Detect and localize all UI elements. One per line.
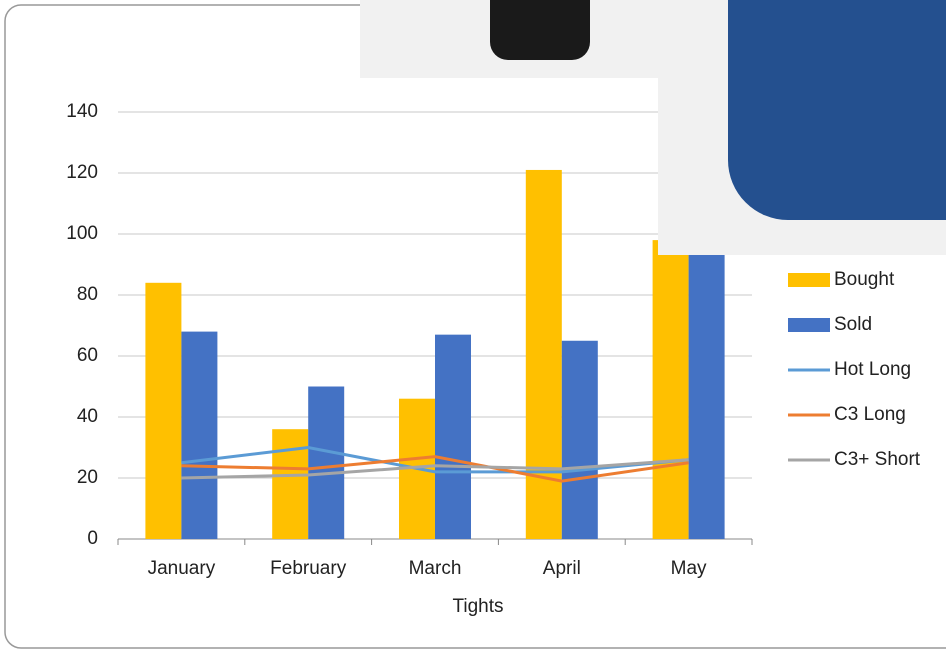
x-axis-title: Tights (452, 596, 503, 617)
x-tick-label: January (148, 558, 216, 579)
legend-label: Hot Long (834, 359, 911, 380)
shorts (490, 0, 590, 60)
y-tick-label: 140 (66, 101, 98, 122)
bar (145, 283, 181, 539)
legend-label: C3 Long (834, 404, 906, 425)
x-tick-label: April (543, 558, 581, 579)
y-tick-label: 20 (77, 467, 98, 488)
bar (272, 429, 308, 539)
y-tick-label: 40 (77, 406, 98, 427)
y-tick-label: 80 (77, 284, 98, 305)
product-photo-shorts (360, 0, 660, 78)
bar (562, 341, 598, 539)
bar (181, 332, 217, 539)
legend-label: Sold (834, 314, 872, 335)
y-tick-label: 100 (66, 223, 98, 244)
legend-swatch (788, 318, 830, 332)
screen: Tights 0 20 40 60 80 100 120 140 January February… (0, 0, 946, 653)
jacket (728, 0, 946, 220)
bar (526, 170, 562, 539)
bar (653, 240, 689, 539)
y-tick-label: 0 (87, 528, 98, 549)
bar (435, 335, 471, 539)
product-photo-jacket (658, 0, 946, 255)
bar (308, 387, 344, 540)
x-tick-label: March (409, 558, 462, 579)
x-tick-label: February (270, 558, 347, 579)
bar (689, 249, 725, 539)
legend-label: C3+ Short (834, 449, 921, 470)
y-tick-label: 120 (66, 162, 98, 183)
legend-swatch (788, 273, 830, 287)
y-tick-label: 60 (77, 345, 98, 366)
x-tick-label: May (671, 558, 707, 579)
legend-label: Bought (834, 269, 895, 290)
